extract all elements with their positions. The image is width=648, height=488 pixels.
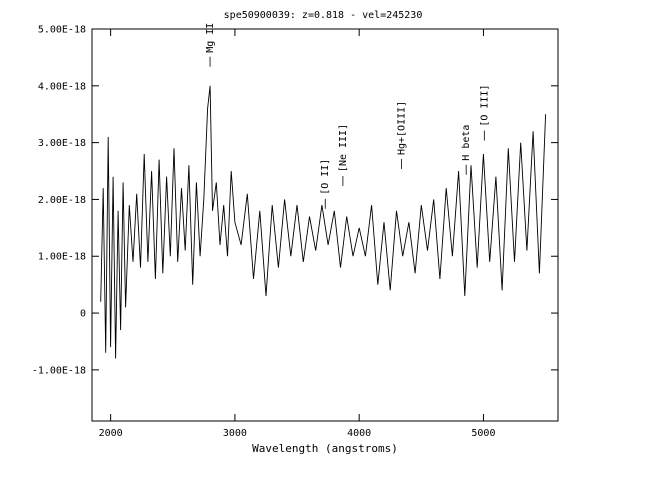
x-tick-label: 4000 (347, 428, 371, 439)
y-tick-label: 2.00E-18 (38, 195, 86, 206)
y-tick-label: 3.00E-18 (38, 138, 86, 149)
x-tick-label: 3000 (223, 428, 247, 439)
x-tick-label: 2000 (99, 428, 123, 439)
chart-title: spe50900039: z=0.818 - vel=245230 (224, 10, 423, 21)
y-axis-ticks: 5.00E-18 4.00E-18 3.00E-18 2.00E-18 1.00E-18… (32, 25, 558, 376)
annotations-layer: Mg II [O II] [Ne III] Hg+[OIII] H beta [O III… (205, 23, 490, 209)
annotation-label: [O II] (320, 159, 331, 195)
x-axis-label: Wavelength (angstroms) (252, 442, 398, 455)
y-tick-label: 5.00E-18 (38, 25, 86, 36)
y-tick-label: 1.00E-18 (38, 252, 86, 263)
x-axis-ticks: 2000 3000 4000 5000 (99, 29, 495, 439)
y-tick-label: 0 (80, 309, 86, 320)
spectrum-line (100, 85, 547, 359)
annotation-label: H beta (461, 125, 472, 161)
annotation-label: Hg+[OIII] (396, 101, 407, 155)
y-tick-label: 4.00E-18 (38, 81, 86, 92)
annotation-label: [Ne III] (338, 124, 349, 172)
x-tick-label: 5000 (471, 428, 495, 439)
series-layer (100, 85, 547, 359)
annotation-label: [O III] (479, 84, 490, 126)
plot-frame (91, 28, 559, 422)
annotation-label: Mg II (205, 23, 216, 53)
y-tick-label: -1.00E-18 (32, 365, 86, 376)
